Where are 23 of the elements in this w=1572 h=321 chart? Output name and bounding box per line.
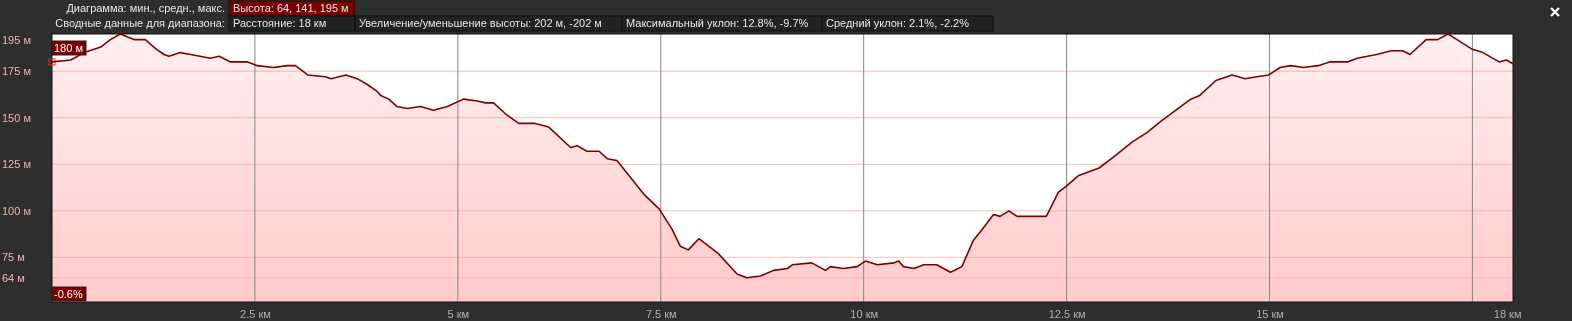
x-tick-label: 18 км	[1493, 307, 1522, 320]
y-tick-label: 100 м	[2, 204, 31, 217]
y-tick-label: 125 м	[2, 158, 31, 171]
y-tick-label: 64 м	[2, 271, 25, 284]
y-tick-label: 75 м	[2, 251, 25, 264]
x-tick-label: 10 км	[850, 307, 878, 320]
annotation: 180 м	[54, 42, 83, 54]
text: Увеличение/уменьшение высоты: 202 м, -202 м	[359, 17, 602, 29]
x-tick-label: 12.5 км	[1048, 307, 1086, 320]
x-tick-label: 15 км	[1256, 307, 1284, 320]
text: Максимальный уклон: 12.8%, -9.7%	[626, 17, 809, 29]
y-tick-label: 150 м	[2, 111, 31, 124]
text: Сводные данные для диапазона:	[55, 17, 225, 29]
text: Высота: 64, 141, 195 м	[233, 2, 349, 14]
x-tick-label: 5 км	[447, 307, 470, 320]
x-tick-label: 2.5 км	[240, 307, 271, 320]
annotation: -0.6%	[54, 288, 83, 300]
text: Средний уклон: 2.1%, -2.2%	[826, 17, 970, 29]
x-tick-label: 7.5 км	[645, 307, 677, 320]
y-tick-label: 195 м	[2, 34, 31, 47]
y-tick-label: 175 м	[2, 65, 31, 78]
text: Диаграмма: мин., средн., макс.	[66, 2, 225, 14]
text: Расстояние: 18 км	[233, 17, 327, 29]
